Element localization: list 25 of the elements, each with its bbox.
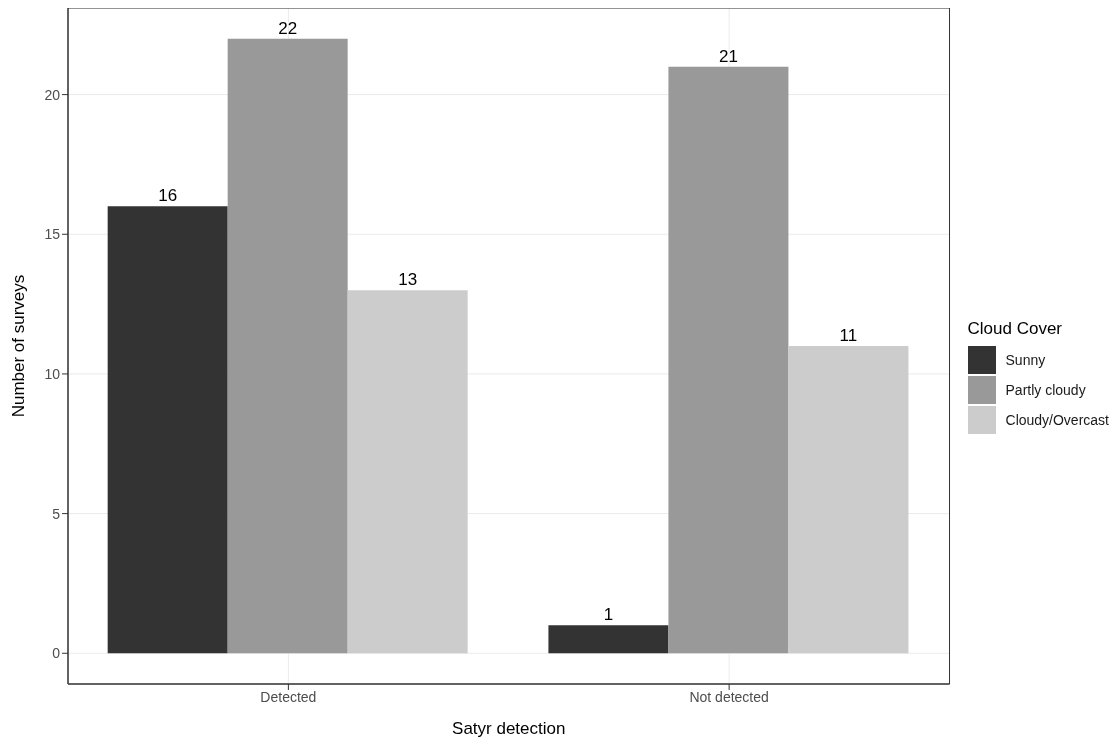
data-label: 11: [839, 326, 858, 345]
legend-title: Cloud Cover: [967, 319, 1063, 339]
bar: [347, 290, 468, 654]
x-axis-title: Satyr detection: [452, 719, 566, 738]
bar: [227, 38, 348, 654]
bar: [668, 66, 789, 654]
legend-label: Partly cloudy: [1005, 382, 1086, 398]
data-label: 22: [278, 18, 298, 38]
data-label: 1: [603, 605, 614, 625]
y-axis-title: Number of surveys: [9, 274, 29, 418]
bar: [548, 625, 669, 654]
data-label: 16: [158, 186, 178, 206]
bar: [788, 346, 909, 654]
y-tick-label: 15: [44, 226, 61, 243]
legend-label: Cloudy/Overcast: [1005, 412, 1109, 428]
x-tick-label: Detected: [260, 688, 317, 705]
y-tick-label: 0: [52, 645, 61, 662]
legend-label: Sunny: [1005, 352, 1046, 368]
y-tick-label: 5: [52, 505, 61, 522]
y-tick-label: 10: [44, 365, 61, 382]
data-label: 13: [398, 270, 418, 290]
y-tick-label: 20: [44, 86, 61, 103]
x-tick-label: Not detected: [689, 688, 769, 705]
data-label: 21: [718, 46, 738, 66]
bar: [107, 206, 228, 654]
